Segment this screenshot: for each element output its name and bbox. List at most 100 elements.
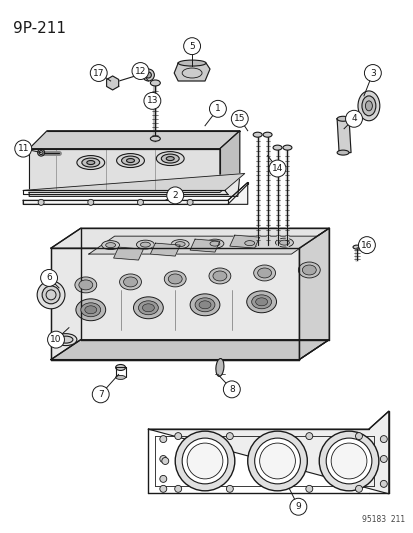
Text: 6: 6 xyxy=(46,273,52,282)
Ellipse shape xyxy=(59,336,73,343)
Circle shape xyxy=(330,443,366,479)
Polygon shape xyxy=(29,149,219,190)
Ellipse shape xyxy=(150,136,160,141)
Circle shape xyxy=(159,435,166,442)
Circle shape xyxy=(161,457,169,464)
Polygon shape xyxy=(150,243,180,256)
Text: 2: 2 xyxy=(172,191,178,200)
Ellipse shape xyxy=(166,157,174,160)
Ellipse shape xyxy=(42,286,60,304)
Circle shape xyxy=(144,92,160,109)
Ellipse shape xyxy=(150,80,160,86)
Polygon shape xyxy=(23,173,244,190)
Ellipse shape xyxy=(178,60,206,66)
Ellipse shape xyxy=(138,301,158,315)
Ellipse shape xyxy=(164,271,186,287)
Circle shape xyxy=(145,72,151,78)
Circle shape xyxy=(259,443,295,479)
Polygon shape xyxy=(29,131,239,149)
Ellipse shape xyxy=(102,240,119,249)
Ellipse shape xyxy=(251,295,271,309)
Ellipse shape xyxy=(301,265,316,275)
Ellipse shape xyxy=(279,240,289,245)
Text: 16: 16 xyxy=(360,240,372,249)
Circle shape xyxy=(380,456,386,463)
Circle shape xyxy=(254,438,300,484)
Circle shape xyxy=(166,187,183,204)
Ellipse shape xyxy=(298,262,320,278)
Polygon shape xyxy=(219,131,239,190)
Ellipse shape xyxy=(275,238,293,247)
Polygon shape xyxy=(174,63,209,81)
Circle shape xyxy=(132,62,149,79)
Ellipse shape xyxy=(87,160,95,165)
Ellipse shape xyxy=(336,116,348,122)
Ellipse shape xyxy=(81,303,100,317)
Circle shape xyxy=(92,386,109,403)
Circle shape xyxy=(318,431,378,491)
Circle shape xyxy=(183,38,200,54)
Ellipse shape xyxy=(255,298,267,306)
Circle shape xyxy=(305,486,312,492)
Ellipse shape xyxy=(273,145,281,150)
Text: 9: 9 xyxy=(295,502,301,511)
Circle shape xyxy=(174,433,181,440)
Text: 10: 10 xyxy=(50,335,62,344)
Polygon shape xyxy=(113,247,143,260)
Ellipse shape xyxy=(105,243,115,248)
Ellipse shape xyxy=(365,101,371,111)
Ellipse shape xyxy=(212,271,226,281)
Circle shape xyxy=(247,431,306,491)
Text: 15: 15 xyxy=(233,114,245,123)
Ellipse shape xyxy=(123,277,137,287)
Ellipse shape xyxy=(77,156,104,169)
Circle shape xyxy=(187,443,222,479)
Ellipse shape xyxy=(115,365,125,370)
Polygon shape xyxy=(148,411,388,494)
Polygon shape xyxy=(29,175,239,196)
Polygon shape xyxy=(23,182,247,204)
Ellipse shape xyxy=(195,298,214,312)
Ellipse shape xyxy=(357,91,379,121)
Circle shape xyxy=(174,486,181,492)
Ellipse shape xyxy=(282,145,291,150)
Ellipse shape xyxy=(133,297,163,319)
Text: 8: 8 xyxy=(228,385,234,394)
Ellipse shape xyxy=(161,154,179,163)
Ellipse shape xyxy=(126,158,134,163)
Circle shape xyxy=(159,456,166,463)
Text: 11: 11 xyxy=(17,144,29,153)
Ellipse shape xyxy=(136,240,154,249)
Circle shape xyxy=(47,331,64,348)
Text: 95183  211: 95183 211 xyxy=(361,515,404,523)
Circle shape xyxy=(38,199,44,205)
Ellipse shape xyxy=(352,245,360,249)
Polygon shape xyxy=(51,248,299,360)
Ellipse shape xyxy=(244,240,254,246)
Ellipse shape xyxy=(253,132,261,137)
Circle shape xyxy=(226,486,233,492)
Ellipse shape xyxy=(82,158,100,167)
Ellipse shape xyxy=(116,154,144,167)
Circle shape xyxy=(358,237,375,254)
Text: 3: 3 xyxy=(369,69,375,77)
Circle shape xyxy=(380,480,386,487)
Circle shape xyxy=(182,438,227,484)
Circle shape xyxy=(380,435,386,442)
Ellipse shape xyxy=(78,280,93,290)
Ellipse shape xyxy=(119,274,141,290)
Polygon shape xyxy=(51,340,328,360)
Ellipse shape xyxy=(121,156,139,165)
Ellipse shape xyxy=(175,241,185,247)
Circle shape xyxy=(226,433,233,440)
Ellipse shape xyxy=(38,149,45,156)
Circle shape xyxy=(137,199,143,205)
Circle shape xyxy=(289,498,306,515)
Ellipse shape xyxy=(142,304,154,312)
Ellipse shape xyxy=(257,268,271,278)
Circle shape xyxy=(363,64,380,82)
Circle shape xyxy=(231,110,248,127)
Ellipse shape xyxy=(215,359,223,376)
Circle shape xyxy=(159,475,166,482)
Ellipse shape xyxy=(199,301,211,309)
